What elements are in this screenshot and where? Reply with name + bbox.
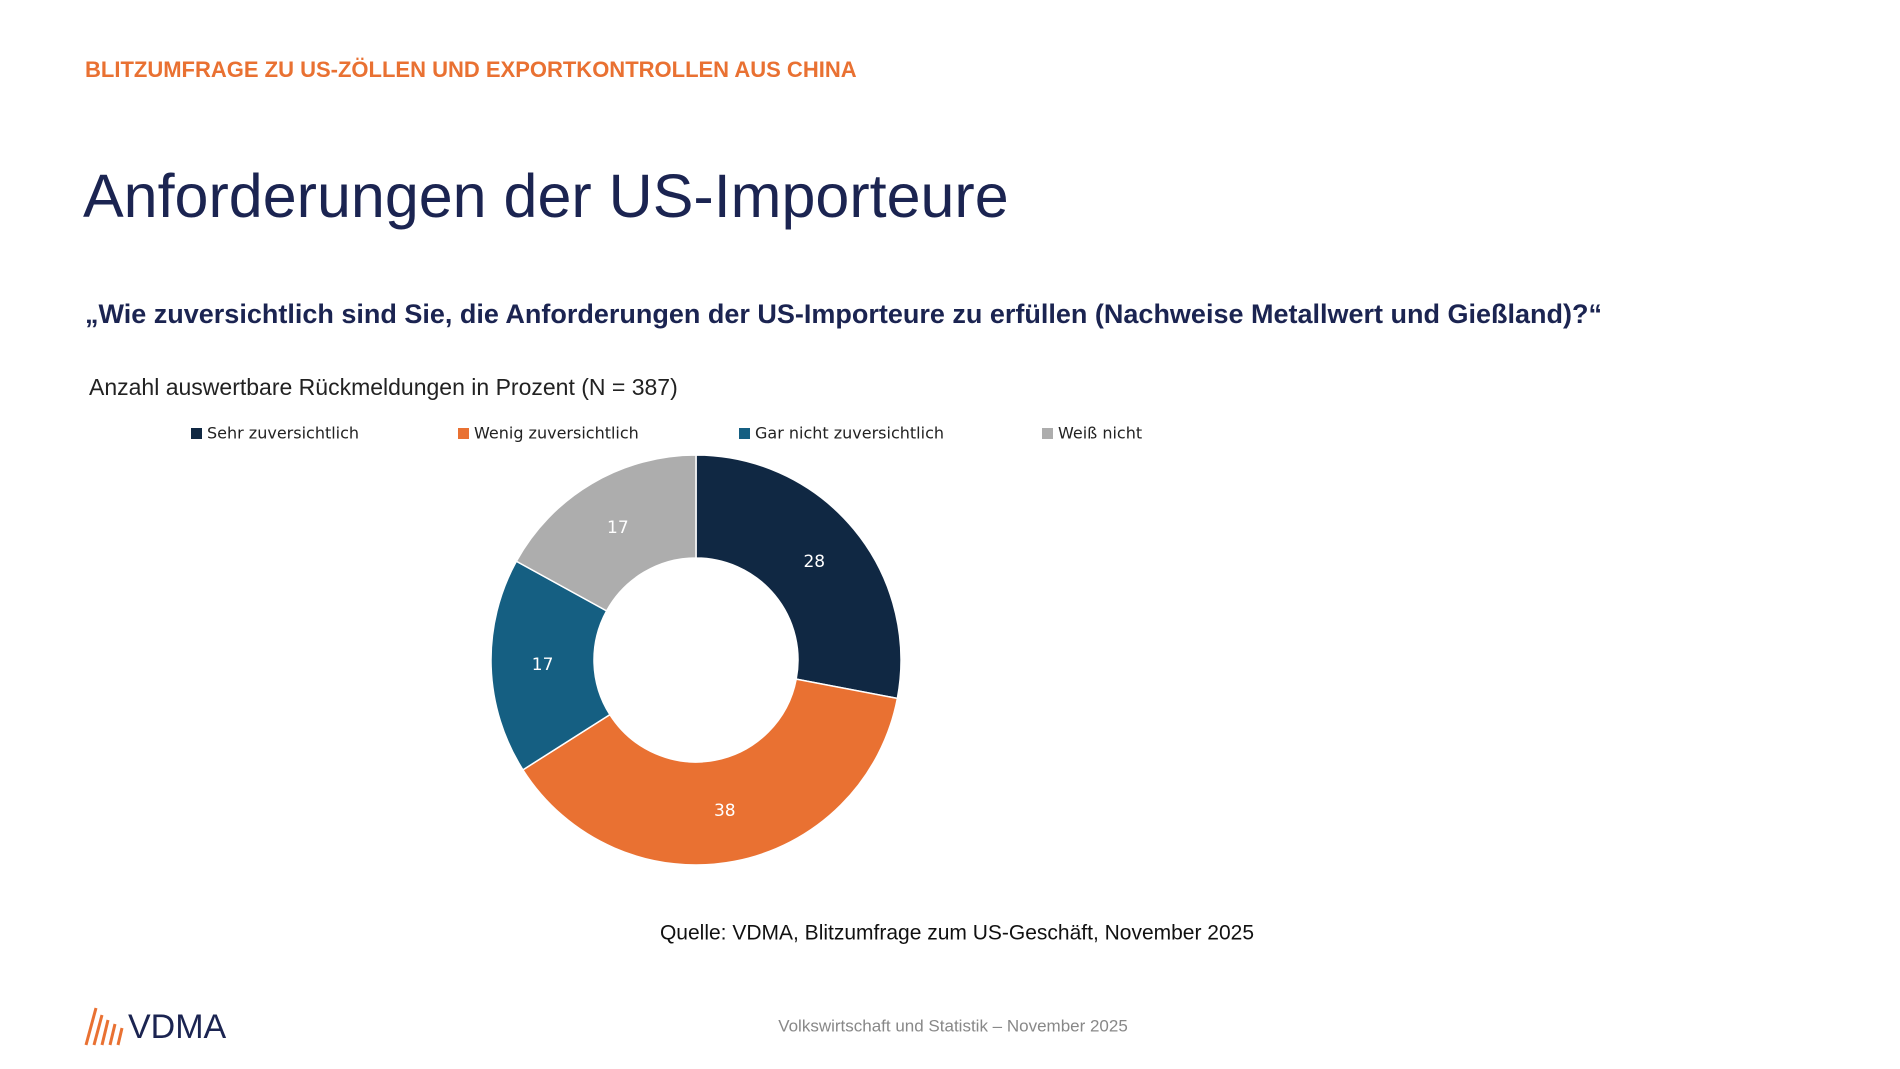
legend-swatch (739, 428, 750, 439)
source: Quelle: VDMA, Blitzumfrage zum US-Geschä… (660, 922, 1254, 945)
donut-slice (515, 454, 697, 612)
legend-swatch (458, 428, 469, 439)
kicker: BLITZUMFRAGE ZU US-ZÖLLEN UND EXPORTKONT… (85, 57, 857, 82)
title: Anforderungen der US-Importeure (83, 162, 1009, 230)
donut-slice (490, 560, 611, 771)
data-label: 38 (714, 801, 736, 821)
legend-swatch (1042, 428, 1053, 439)
data-label: 17 (532, 655, 554, 675)
chart-subtitle: Anzahl auswertbare Rückmeldungen in Proz… (89, 374, 678, 400)
legend-label: Sehr zuversichtlich (207, 424, 359, 443)
question: „Wie zuversichtlich sind Sie, die Anford… (85, 299, 1602, 329)
legend-swatch (191, 428, 202, 439)
logo-mark (84, 1007, 124, 1046)
legend-label: Weiß nicht (1058, 424, 1142, 443)
donut-slice (695, 454, 902, 700)
logo-text: VDMA (128, 1008, 227, 1046)
legend-label: Gar nicht zuversichtlich (755, 424, 944, 443)
data-label: 17 (607, 518, 629, 538)
footer-text: Volkswirtschaft und Statistik – November… (778, 1016, 1128, 1035)
data-label: 28 (803, 552, 825, 572)
legend-label: Wenig zuversichtlich (474, 424, 639, 443)
donut-slice (521, 678, 899, 866)
